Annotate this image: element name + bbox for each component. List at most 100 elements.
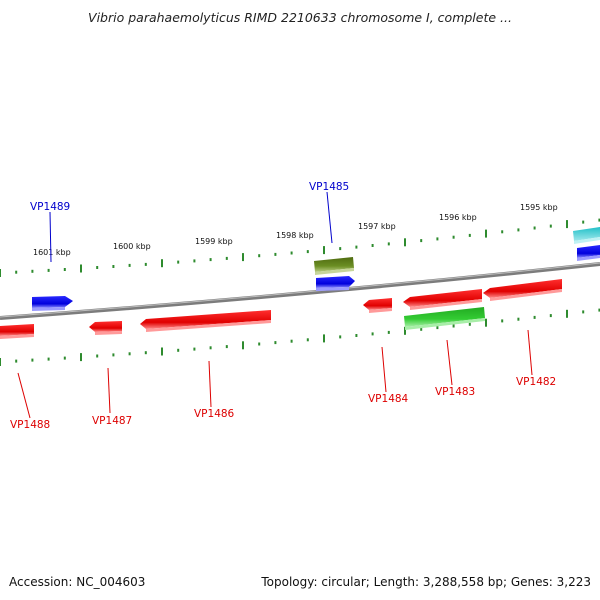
map-title: Vibrio parahaemolyticus RIMD 2210633 chr… bbox=[88, 10, 512, 25]
leader-vp1489 bbox=[49, 211, 52, 263]
ruler-top-major-tick bbox=[0, 269, 1, 277]
ruler-top-minor-tick bbox=[355, 245, 358, 249]
label-leaders bbox=[17, 191, 533, 419]
ruler-label-1600: 1600 kbp bbox=[113, 242, 151, 251]
genome-backbone bbox=[0, 262, 600, 320]
ruler-top-minor-tick bbox=[452, 235, 455, 239]
gene-vp1486[interactable] bbox=[140, 310, 271, 332]
ruler-top-minor-tick bbox=[306, 250, 309, 254]
ruler-bottom-minor-tick bbox=[533, 315, 536, 319]
gene-label-vp1486[interactable]: VP1486 bbox=[194, 408, 235, 420]
leader-vp1488 bbox=[17, 372, 31, 419]
gene-vp1488[interactable] bbox=[0, 324, 34, 339]
ruler-top-major-tick bbox=[242, 253, 244, 262]
ruler-top-minor-tick bbox=[225, 256, 228, 260]
ruler-bottom-minor-tick bbox=[15, 359, 18, 363]
gene-vp1487[interactable] bbox=[89, 321, 122, 335]
ruler-bottom-minor-tick bbox=[47, 357, 50, 361]
gene-labels: VP1489 VP1485 VP1488 VP1487 VP1486 VP148… bbox=[10, 181, 556, 431]
gene-vp1484b[interactable] bbox=[403, 289, 482, 310]
ruler-bottom-minor-tick bbox=[128, 352, 131, 356]
gene-label-vp1483[interactable]: VP1483 bbox=[435, 386, 475, 398]
ruler-top-minor-tick bbox=[387, 242, 390, 246]
ruler-label-1596: 1596 kbp bbox=[439, 213, 477, 222]
ruler-bottom-major-tick bbox=[404, 326, 406, 335]
ruler-top-minor-tick bbox=[549, 224, 552, 228]
leader-vp1483 bbox=[446, 339, 453, 386]
ruler-label-1599: 1599 kbp bbox=[195, 237, 233, 246]
ruler-bottom-minor-tick bbox=[517, 317, 520, 321]
forward-genes bbox=[32, 227, 600, 311]
ruler-top-major-tick bbox=[323, 246, 325, 255]
leader-vp1482 bbox=[527, 329, 533, 376]
ruler-top-minor-tick bbox=[47, 268, 50, 272]
gene-vp1483[interactable] bbox=[404, 307, 485, 330]
ruler-top-minor-tick bbox=[533, 226, 536, 230]
ruler-top-major-tick bbox=[404, 238, 406, 247]
genome-stats-text: Topology: circular; Length: 3,288,558 bp… bbox=[261, 575, 591, 589]
gene-vp1489[interactable] bbox=[32, 296, 73, 311]
ruler-label-1597: 1597 kbp bbox=[358, 222, 396, 231]
ruler-bottom-minor-tick bbox=[468, 322, 471, 326]
ruler-label-1601: 1601 kbp bbox=[33, 248, 71, 257]
gene-label-vp1487[interactable]: VP1487 bbox=[92, 415, 132, 427]
ruler-labels: 1601 kbp 1600 kbp 1599 kbp 1598 kbp 1597… bbox=[33, 203, 558, 257]
ruler-top-minor-tick bbox=[15, 270, 18, 274]
ruler-top-minor-tick bbox=[501, 230, 504, 234]
ruler-top-minor-tick bbox=[177, 260, 180, 264]
gene-cyan-edge[interactable] bbox=[573, 227, 600, 244]
ruler-bottom-minor-tick bbox=[209, 346, 212, 350]
ruler-ticks-top bbox=[0, 218, 600, 277]
ruler-top-minor-tick bbox=[339, 247, 342, 251]
gene-label-vp1484[interactable]: VP1484 bbox=[368, 393, 409, 405]
ruler-top-minor-tick bbox=[517, 228, 520, 232]
ruler-top-major-tick bbox=[566, 220, 568, 229]
ruler-bottom-minor-tick bbox=[144, 351, 147, 355]
ruler-top-minor-tick bbox=[274, 252, 277, 256]
gene-label-vp1482[interactable]: VP1482 bbox=[516, 376, 556, 388]
gene-label-vp1488[interactable]: VP1488 bbox=[10, 419, 50, 431]
ruler-bottom-minor-tick bbox=[112, 353, 115, 357]
ruler-bottom-major-tick bbox=[242, 341, 244, 350]
ruler-top-minor-tick bbox=[31, 269, 34, 273]
gene-vp1484[interactable] bbox=[363, 298, 392, 313]
ruler-top-minor-tick bbox=[209, 258, 212, 262]
gene-label-vp1485[interactable]: VP1485 bbox=[309, 181, 349, 193]
gene-vp1485[interactable] bbox=[316, 276, 355, 291]
genome-backbone-highlight bbox=[0, 262, 600, 318]
ruler-bottom-minor-tick bbox=[598, 308, 600, 312]
ruler-top-minor-tick bbox=[598, 218, 600, 222]
gene-blue-edge[interactable] bbox=[577, 245, 600, 261]
ruler-bottom-minor-tick bbox=[274, 341, 277, 345]
ruler-top-minor-tick bbox=[420, 239, 423, 243]
ruler-bottom-minor-tick bbox=[355, 334, 358, 337]
ruler-top-major-tick bbox=[161, 259, 163, 268]
ruler-bottom-minor-tick bbox=[31, 358, 34, 362]
ruler-bottom-minor-tick bbox=[193, 347, 196, 351]
ruler-top-major-tick bbox=[80, 264, 82, 273]
gene-vp1482[interactable] bbox=[483, 279, 562, 301]
ruler-bottom-minor-tick bbox=[420, 327, 423, 331]
ruler-bottom-minor-tick bbox=[339, 335, 342, 339]
ruler-top-minor-tick bbox=[468, 233, 471, 237]
ruler-bottom-major-tick bbox=[566, 309, 568, 318]
ruler-label-1595: 1595 kbp bbox=[520, 203, 558, 212]
gene-vp1485-olive[interactable] bbox=[314, 257, 354, 275]
reverse-genes bbox=[0, 279, 562, 339]
ruler-bottom-minor-tick bbox=[96, 354, 99, 358]
ruler-bottom-minor-tick bbox=[306, 338, 309, 342]
ruler-top-minor-tick bbox=[144, 262, 147, 266]
ruler-top-minor-tick bbox=[128, 263, 131, 267]
ruler-top-minor-tick bbox=[436, 237, 439, 241]
ruler-top-minor-tick bbox=[258, 254, 261, 258]
gene-label-vp1489[interactable]: VP1489 bbox=[30, 201, 70, 213]
ruler-bottom-minor-tick bbox=[63, 356, 66, 360]
ruler-label-1598: 1598 kbp bbox=[276, 231, 314, 240]
ruler-top-minor-tick bbox=[290, 251, 293, 255]
ruler-top-minor-tick bbox=[63, 268, 66, 271]
ruler-bottom-major-tick bbox=[161, 347, 163, 356]
ruler-bottom-minor-tick bbox=[452, 324, 455, 328]
ruler-bottom-minor-tick bbox=[436, 326, 439, 330]
ruler-top-minor-tick bbox=[582, 220, 585, 224]
